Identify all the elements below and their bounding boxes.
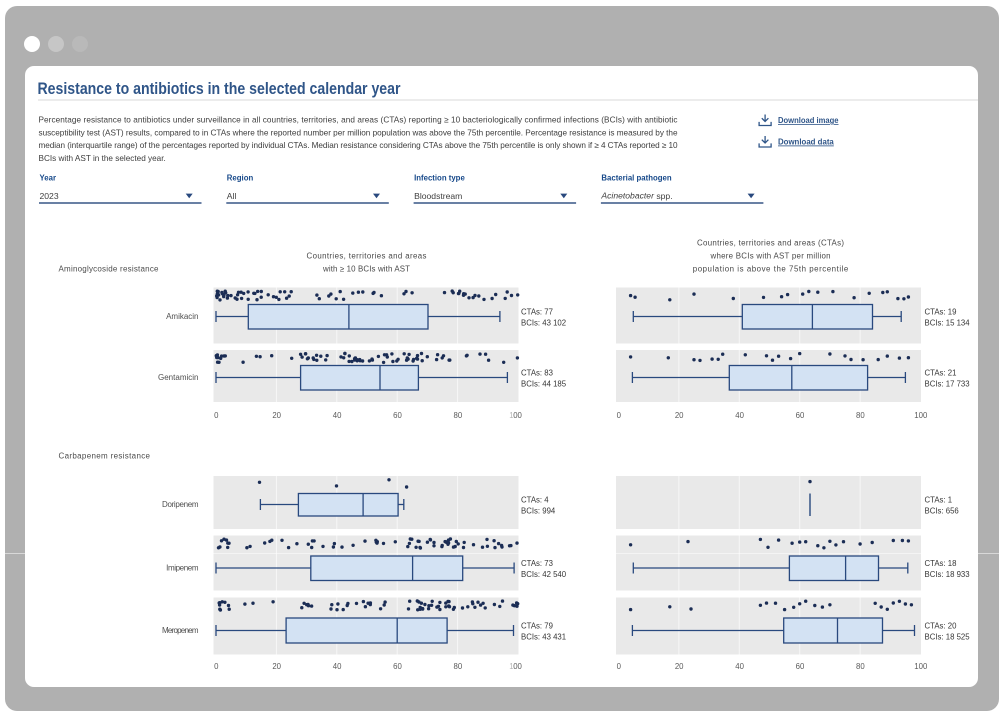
- svg-text:0: 0: [617, 662, 622, 671]
- svg-text:Aminoglycoside resistance: Aminoglycoside resistance: [59, 264, 160, 273]
- svg-text:80: 80: [856, 411, 865, 420]
- svg-text:Carbapenem resistance: Carbapenem resistance: [59, 452, 151, 461]
- svg-text:1: 1: [509, 662, 513, 671]
- svg-text:BCIs: 656: BCIs: 656: [925, 506, 959, 515]
- svg-text:60: 60: [796, 411, 805, 420]
- svg-text:00: 00: [513, 662, 522, 671]
- svg-text:0: 0: [617, 411, 622, 420]
- svg-text:median (interquartile range) o: median (interquartile range) of the perc…: [39, 141, 678, 150]
- svg-text:Gentamicin: Gentamicin: [158, 373, 199, 382]
- svg-text:CTAs: 21: CTAs: 21: [925, 368, 957, 377]
- svg-text:BCIs: 18 525: BCIs: 18 525: [925, 632, 971, 641]
- svg-text:BCIs: 42 540: BCIs: 42 540: [521, 570, 567, 579]
- svg-text:where BCIs with AST per millio: where BCIs with AST per million: [710, 252, 831, 261]
- svg-text:20: 20: [675, 411, 684, 420]
- svg-text:with ≥ 10 BCIs with AST: with ≥ 10 BCIs with AST: [322, 265, 410, 274]
- svg-text:20: 20: [272, 411, 281, 420]
- svg-text:Meropenem: Meropenem: [162, 626, 199, 635]
- svg-text:BCIs: 17 733: BCIs: 17 733: [925, 379, 970, 388]
- svg-text:60: 60: [393, 411, 402, 420]
- svg-text:Year: Year: [40, 174, 56, 183]
- svg-text:CTAs: 18: CTAs: 18: [925, 559, 957, 568]
- svg-text:population is above the 75th p: population is above the 75th percentile: [693, 265, 849, 274]
- svg-text:Countries, territories and are: Countries, territories and areas: [307, 252, 427, 261]
- svg-text:60: 60: [796, 662, 805, 671]
- svg-text:Doripenem: Doripenem: [162, 500, 199, 509]
- svg-text:100: 100: [914, 662, 928, 671]
- svg-text:CTAs: 79: CTAs: 79: [521, 621, 553, 630]
- svg-text:Resistance to antibiotics in t: Resistance to antibiotics in the selecte…: [38, 79, 401, 98]
- svg-text:Bloodstream: Bloodstream: [414, 191, 462, 201]
- svg-text:Download data: Download data: [778, 137, 834, 146]
- svg-text:CTAs: 77: CTAs: 77: [521, 307, 553, 316]
- svg-text:20: 20: [272, 662, 281, 671]
- svg-text:0: 0: [214, 662, 219, 671]
- svg-text:100: 100: [914, 411, 928, 420]
- svg-text:0: 0: [214, 411, 219, 420]
- svg-text:Infection type: Infection type: [414, 174, 465, 183]
- svg-text:Percentage resistance to antib: Percentage resistance to antibiotics und…: [39, 116, 678, 125]
- svg-text:Acinetobacter spp.: Acinetobacter spp.: [600, 191, 672, 201]
- svg-text:Bacterial pathogen: Bacterial pathogen: [601, 174, 671, 183]
- svg-text:BCIs with AST in the selected: BCIs with AST in the selected year.: [39, 154, 166, 163]
- svg-text:40: 40: [735, 662, 744, 671]
- svg-text:00: 00: [513, 411, 522, 420]
- svg-text:Download image: Download image: [778, 116, 839, 125]
- svg-text:BCIs: 18 933: BCIs: 18 933: [925, 570, 970, 579]
- svg-text:20: 20: [675, 662, 684, 671]
- svg-text:80: 80: [454, 662, 463, 671]
- svg-text:1: 1: [509, 411, 513, 420]
- svg-text:CTAs: 4: CTAs: 4: [521, 495, 549, 504]
- svg-text:All: All: [227, 191, 237, 201]
- svg-text:CTAs: 73: CTAs: 73: [521, 559, 553, 568]
- svg-text:CTAs: 1: CTAs: 1: [925, 495, 953, 504]
- svg-text:BCIs: 44 185: BCIs: 44 185: [521, 379, 567, 388]
- svg-text:CTAs: 20: CTAs: 20: [925, 621, 958, 630]
- svg-text:80: 80: [454, 411, 463, 420]
- svg-text:40: 40: [735, 411, 744, 420]
- svg-text:BCIs: 43 102: BCIs: 43 102: [521, 318, 566, 327]
- svg-text:Countries, territories and are: Countries, territories and areas (CTAs): [697, 239, 844, 248]
- svg-text:susceptibility test (AST) resu: susceptibility test (AST) results, compa…: [39, 128, 678, 137]
- svg-text:CTAs: 83: CTAs: 83: [521, 368, 553, 377]
- svg-text:BCIs: 994: BCIs: 994: [521, 506, 556, 515]
- svg-text:CTAs: 19: CTAs: 19: [925, 307, 957, 316]
- svg-text:2023: 2023: [40, 191, 59, 201]
- svg-text:Imipenem: Imipenem: [166, 564, 199, 573]
- svg-text:40: 40: [333, 662, 342, 671]
- svg-text:40: 40: [333, 411, 342, 420]
- svg-text:80: 80: [856, 662, 865, 671]
- svg-text:Amikacin: Amikacin: [166, 312, 198, 321]
- svg-text:BCIs: 43 431: BCIs: 43 431: [521, 632, 566, 641]
- svg-text:60: 60: [393, 662, 402, 671]
- svg-text:Region: Region: [227, 174, 254, 183]
- svg-text:BCIs: 15 134: BCIs: 15 134: [925, 318, 971, 327]
